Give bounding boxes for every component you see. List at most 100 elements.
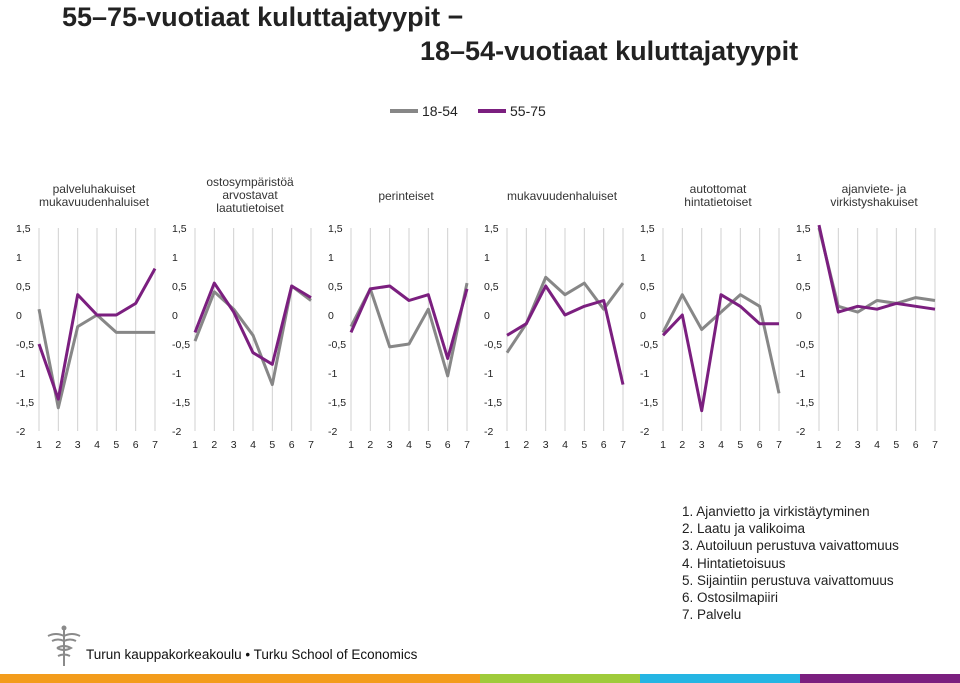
panel-title: palveluhakuiset <box>53 182 136 196</box>
y-tick-label: 0,5 <box>16 281 31 293</box>
x-tick-label: 7 <box>932 439 938 451</box>
category-note: 6. Ostosilmapiiri <box>682 590 779 606</box>
y-tick-label: 1,5 <box>16 223 31 235</box>
series-line-55-75 <box>349 284 469 360</box>
x-tick-label: 6 <box>133 439 139 451</box>
chart-panel: mukavuudenhaluiset 1,5 1 0,5 0 -0,5 -1 -1,5 -2 1 2… <box>484 189 626 451</box>
y-tick-label: 1,5 <box>484 223 499 235</box>
y-tick-label: 1 <box>172 252 178 264</box>
x-tick-label: 3 <box>231 439 237 451</box>
panel-title: mukavuudenhaluiset <box>507 189 618 203</box>
chart-panel: perinteiset 1,5 1 0,5 0 -0,5 -1 -1,5 -2 1 2 3 4 5 6 7 <box>328 189 470 451</box>
series-line-55-75 <box>193 281 312 366</box>
x-tick-label: 4 <box>562 439 568 451</box>
y-tick-label: -2 <box>328 426 337 438</box>
x-tick-label: 4 <box>718 439 724 451</box>
y-tick-label: -0,5 <box>640 339 658 351</box>
x-tick-label: 5 <box>893 439 899 451</box>
x-tick-label: 5 <box>269 439 275 451</box>
x-tick-label: 7 <box>776 439 782 451</box>
x-tick-label: 3 <box>75 439 81 451</box>
series-line-18-54 <box>661 293 781 394</box>
x-tick-label: 5 <box>581 439 587 451</box>
x-tick-label: 7 <box>308 439 314 451</box>
y-tick-label: -1,5 <box>640 397 658 409</box>
x-tick-label: 6 <box>289 439 295 451</box>
x-tick-label: 7 <box>620 439 626 451</box>
y-tick-label: -2 <box>796 426 805 438</box>
series-line-55-75 <box>817 224 936 314</box>
y-tick-label: 0 <box>328 310 334 322</box>
x-tick-label: 2 <box>367 439 373 451</box>
x-tick-label: 3 <box>855 439 861 451</box>
x-tick-label: 1 <box>660 439 666 451</box>
panel-title: hintatietoiset <box>684 195 752 209</box>
footer-text: Turun kauppakorkeakoulu • Turku School o… <box>86 647 418 662</box>
y-tick-label: 1,5 <box>328 223 343 235</box>
category-note: 5. Sijaintiin perustuva vaivattomuus <box>682 572 894 588</box>
category-note: 2. Laatu ja valikoima <box>682 521 806 537</box>
x-tick-label: 4 <box>406 439 412 451</box>
chart-legend: 18-54 55-75 <box>390 103 546 119</box>
panel-title: autottomat <box>690 182 747 196</box>
y-tick-label: 0 <box>16 310 22 322</box>
y-tick-label: -1 <box>172 368 181 380</box>
x-tick-label: 2 <box>835 439 841 451</box>
page-title-line1: 55–75-vuotiaat kulutta­jatyypit − <box>62 2 464 32</box>
y-tick-label: 0,5 <box>172 281 187 293</box>
y-tick-label: -1 <box>484 368 493 380</box>
y-tick-label: 1,5 <box>172 223 187 235</box>
panel-title: laatutietoiset <box>216 201 284 215</box>
y-tick-label: 0 <box>484 310 490 322</box>
y-tick-label: 1 <box>16 252 22 264</box>
y-tick-label: -1 <box>328 368 337 380</box>
x-tick-label: 6 <box>757 439 763 451</box>
x-tick-label: 4 <box>874 439 880 451</box>
x-tick-label: 7 <box>152 439 158 451</box>
x-tick-label: 1 <box>816 439 822 451</box>
x-tick-label: 5 <box>425 439 431 451</box>
x-tick-label: 1 <box>348 439 354 451</box>
category-note: 3. Autoiluun perustuva vaivattomuus <box>682 538 899 554</box>
series-line-55-75 <box>506 284 625 385</box>
x-tick-label: 3 <box>543 439 549 451</box>
category-legend-list: 1. Ajanvietto ja virkistäytyminen 2. Laa… <box>682 503 899 623</box>
brand-color-bar <box>0 674 960 683</box>
y-tick-label: 1 <box>640 252 646 264</box>
y-tick-label: 0,5 <box>328 281 343 293</box>
y-tick-label: 0,5 <box>640 281 655 293</box>
y-tick-label: -1,5 <box>796 397 814 409</box>
category-note: 1. Ajanvietto ja virkistäytyminen <box>682 504 870 519</box>
x-tick-label: 4 <box>250 439 256 451</box>
y-tick-label: 0,5 <box>484 281 499 293</box>
x-tick-label: 6 <box>445 439 451 451</box>
x-tick-label: 3 <box>699 439 705 451</box>
y-tick-label: -0,5 <box>16 339 34 351</box>
y-tick-label: -1,5 <box>172 397 190 409</box>
x-tick-label: 6 <box>601 439 607 451</box>
y-tick-label: 0 <box>796 310 802 322</box>
y-tick-label: 1,5 <box>640 223 655 235</box>
x-tick-label: 5 <box>737 439 743 451</box>
y-tick-label: -1 <box>16 368 25 380</box>
x-tick-label: 2 <box>523 439 529 451</box>
university-logo-icon <box>47 625 81 666</box>
y-tick-label: 1,5 <box>796 223 811 235</box>
x-tick-label: 6 <box>913 439 919 451</box>
x-tick-label: 5 <box>113 439 119 451</box>
legend-label: 18-54 <box>422 103 458 119</box>
x-tick-label: 7 <box>464 439 470 451</box>
x-tick-label: 4 <box>94 439 100 451</box>
y-tick-label: -1 <box>640 368 649 380</box>
series-line-55-75 <box>37 267 157 401</box>
y-tick-label: 1 <box>484 252 490 264</box>
x-tick-label: 3 <box>387 439 393 451</box>
y-tick-label: -1,5 <box>16 397 34 409</box>
panel-title: ostosympäristöä <box>206 175 294 189</box>
x-tick-label: 2 <box>679 439 685 451</box>
x-tick-label: 1 <box>192 439 198 451</box>
